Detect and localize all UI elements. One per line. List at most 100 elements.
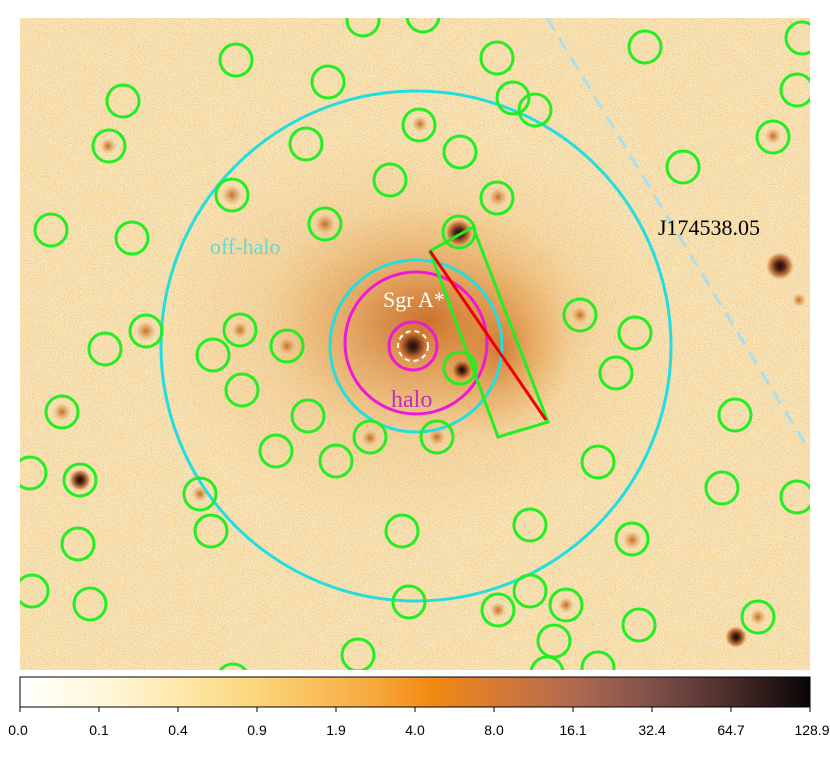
exclusion-circle: [442, 350, 478, 386]
exclusion-circle: [479, 180, 515, 216]
exclusion-circle: [310, 64, 346, 100]
exclusion-circle: [20, 573, 50, 609]
sgr-a-magenta-circle: [387, 320, 439, 372]
exclusion-circle: [512, 507, 548, 543]
source-left-bottom: [69, 469, 91, 491]
exclusion-circle: [614, 521, 650, 557]
colorbar-tick-label: 1.9: [326, 722, 346, 738]
exclusion-circle: [258, 433, 294, 469]
exclusion-circle: [627, 29, 663, 65]
exclusion-circle: [779, 72, 810, 108]
exclusion-circle: [405, 18, 441, 34]
exclusion-circle: [288, 126, 324, 162]
exclusion-circle: [621, 607, 657, 643]
colorbar-tick-label: 0.4: [168, 722, 188, 738]
exclusion-circle: [20, 455, 48, 491]
halo-label: halo: [391, 387, 432, 413]
colorbar: 0.0 0.1 0.4 0.9 1.9 4.0 8.0 16.1 32.4 64.7 128.9: [8, 676, 830, 738]
exclusion-circle: [352, 419, 388, 455]
exclusion-circle: [441, 214, 477, 250]
exclusion-circle: [182, 476, 218, 512]
exclusion-circle: [419, 419, 455, 455]
exclusion-circle: [384, 513, 420, 549]
faint-sources: [53, 116, 806, 618]
exclusion-circle: [128, 313, 164, 349]
colorbar-tick-label: 4.0: [405, 722, 425, 738]
exclusion-circle: [290, 398, 326, 434]
colorbar-tick-label: 0.9: [247, 722, 267, 738]
exclusion-circle: [755, 119, 791, 155]
exclusion-circle: [617, 315, 653, 351]
exclusion-circle: [33, 212, 69, 248]
red-line: [428, 250, 548, 421]
exclusion-circles: [20, 18, 810, 670]
exclusion-circle: [529, 655, 565, 670]
exclusion-circle: [495, 80, 531, 116]
sgr-a-dashed-circle: [397, 330, 429, 362]
exclusion-circle: [779, 479, 810, 515]
exclusion-circle: [372, 162, 408, 198]
exclusion-circle: [512, 573, 548, 609]
exclusion-circle: [717, 397, 753, 433]
exclusion-circle: [218, 662, 248, 670]
colorbar-gradient: [19, 676, 811, 708]
exclusion-circle: [580, 444, 616, 480]
sgr-a-source: [397, 330, 429, 362]
exclusion-circle: [548, 587, 584, 623]
sgr-a-label: Sgr A*: [383, 287, 445, 312]
exclusion-circle: [44, 394, 80, 430]
diffuse-emission-wide: [150, 130, 670, 530]
halo-magenta-circle: [343, 270, 489, 416]
exclusion-circle: [340, 637, 376, 670]
exclusion-circle: [318, 443, 354, 479]
exclusion-circle: [665, 149, 701, 185]
exclusion-circle: [784, 20, 810, 56]
exclusion-circle: [479, 40, 515, 76]
exclusion-circle: [269, 328, 305, 364]
source-south: [452, 360, 472, 380]
source-j174538: [766, 252, 794, 280]
exclusion-circle: [193, 513, 229, 549]
colorbar-tick-label: 16.1: [559, 722, 586, 738]
colorbar-tick-label: 128.9: [794, 722, 829, 738]
exclusion-circle: [740, 599, 776, 635]
exclusion-circle: [345, 18, 381, 38]
colorbar-ticks: 0.0 0.1 0.4 0.9 1.9 4.0 8.0 16.1 32.4 64.7 128.9: [8, 707, 830, 738]
exclusion-circle: [62, 462, 98, 498]
off-halo-outer-circle: [159, 89, 673, 603]
colorbar-tick-label: 8.0: [484, 722, 504, 738]
exclusion-circle: [517, 92, 553, 128]
exclusion-circle: [87, 331, 123, 367]
exclusion-circle: [60, 526, 96, 562]
diffuse-emission-lobe: [430, 260, 570, 440]
exclusion-circle: [580, 650, 616, 670]
exclusion-circle: [307, 206, 343, 242]
colorbar-tick-label: 0.0: [8, 722, 28, 738]
colorbar-tick-label: 32.4: [638, 722, 665, 738]
exclusion-circle: [391, 584, 427, 620]
off-halo-label: off-halo: [210, 234, 280, 259]
exclusion-circle: [214, 177, 250, 213]
exclusion-circle: [562, 297, 598, 333]
exclusion-circle: [598, 355, 634, 391]
exclusion-circle: [114, 220, 150, 256]
exclusion-circle: [222, 312, 258, 348]
exclusion-circle: [480, 592, 516, 628]
colorbar-tick-label: 64.7: [717, 722, 744, 738]
chip-edge-dashed-line: [545, 18, 810, 453]
exclusion-circle: [218, 42, 254, 78]
exclusion-circle: [442, 134, 478, 170]
source-bottom-right: [725, 626, 747, 648]
exclusion-circle: [91, 128, 127, 164]
exclusion-circle: [224, 372, 260, 408]
exclusion-circle: [195, 337, 231, 373]
source-bottom-right-2: [750, 609, 766, 625]
exclusion-circle: [105, 83, 141, 119]
colorbar-tick-label: 0.1: [89, 722, 109, 738]
exclusion-circle: [401, 107, 437, 143]
exclusion-circle: [704, 470, 740, 506]
halo-outer-circle: [328, 258, 504, 434]
exclusion-circle: [72, 586, 108, 622]
source-name-label: J174538.05: [658, 215, 760, 240]
